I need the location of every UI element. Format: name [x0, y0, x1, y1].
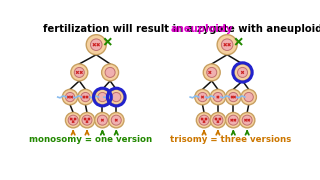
- Circle shape: [241, 89, 256, 105]
- Circle shape: [226, 112, 241, 128]
- Circle shape: [207, 68, 217, 77]
- Circle shape: [108, 112, 124, 128]
- Circle shape: [203, 64, 220, 81]
- Circle shape: [74, 68, 84, 77]
- Circle shape: [199, 115, 209, 125]
- Circle shape: [108, 89, 124, 105]
- Circle shape: [66, 93, 75, 102]
- Circle shape: [66, 112, 81, 128]
- Circle shape: [221, 39, 233, 50]
- Circle shape: [213, 115, 223, 125]
- Circle shape: [242, 115, 252, 125]
- Circle shape: [195, 89, 210, 105]
- Circle shape: [217, 35, 237, 55]
- Circle shape: [86, 35, 106, 55]
- Circle shape: [244, 93, 253, 102]
- Circle shape: [229, 93, 238, 102]
- Circle shape: [234, 64, 251, 81]
- Text: aneuploidy: aneuploidy: [171, 24, 233, 33]
- Circle shape: [210, 112, 226, 128]
- Circle shape: [102, 64, 119, 81]
- Circle shape: [68, 115, 78, 125]
- Circle shape: [226, 89, 241, 105]
- Circle shape: [98, 93, 107, 102]
- Circle shape: [239, 112, 255, 128]
- Circle shape: [62, 89, 78, 105]
- Circle shape: [237, 68, 248, 77]
- Text: trisomy = three versions: trisomy = three versions: [170, 135, 291, 144]
- Circle shape: [97, 115, 108, 125]
- Circle shape: [213, 93, 222, 102]
- Circle shape: [81, 93, 90, 102]
- Circle shape: [112, 93, 121, 102]
- Circle shape: [196, 112, 212, 128]
- Circle shape: [91, 39, 102, 50]
- Circle shape: [210, 89, 226, 105]
- Circle shape: [95, 112, 110, 128]
- Circle shape: [82, 115, 92, 125]
- Circle shape: [78, 89, 93, 105]
- Circle shape: [71, 64, 88, 81]
- Circle shape: [105, 68, 115, 77]
- Circle shape: [198, 93, 207, 102]
- Text: monosomy = one version: monosomy = one version: [28, 135, 152, 144]
- Circle shape: [111, 115, 121, 125]
- Circle shape: [95, 89, 110, 105]
- Circle shape: [228, 115, 238, 125]
- Circle shape: [79, 112, 95, 128]
- Text: fertilization will result in a zygote with aneuploidy: fertilization will result in a zygote wi…: [43, 24, 320, 33]
